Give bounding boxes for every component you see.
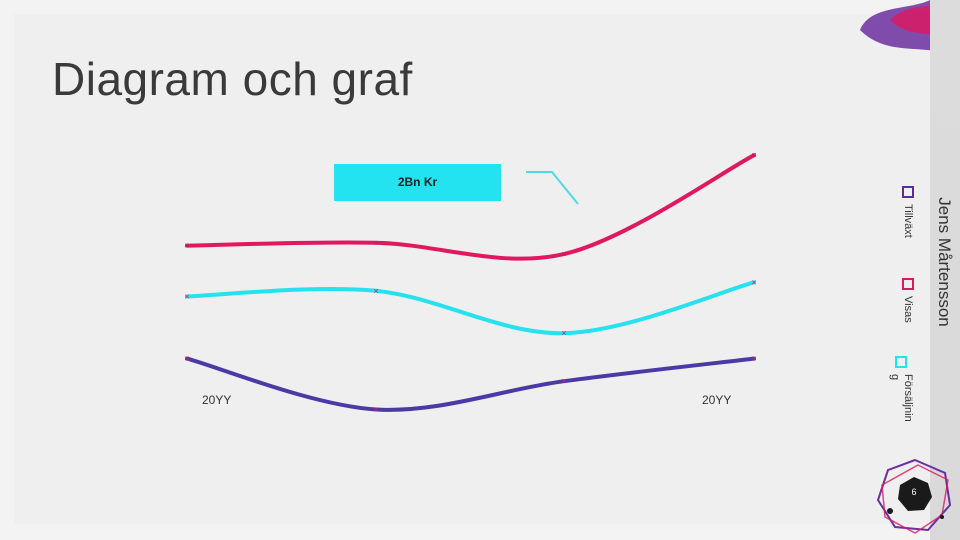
series-line-2 xyxy=(185,280,756,336)
author-name: Jens Mårtensson xyxy=(935,197,954,327)
legend-box-tillvaxt xyxy=(902,186,914,198)
right-sidebar xyxy=(930,0,960,540)
data-point-s3-p3: × xyxy=(561,376,566,386)
callout-connector xyxy=(526,171,579,205)
legend-label-forsaljning: Försäljnin g xyxy=(888,374,914,422)
data-point-s2-p2: × xyxy=(373,286,378,296)
data-point-s1-p1: × xyxy=(184,241,189,251)
callout-box: 2Bn Kr xyxy=(334,164,501,201)
data-point-s1-p3: × xyxy=(561,249,566,259)
slide-title: Diagram och graf xyxy=(52,53,413,105)
data-point-s3-p2: × xyxy=(373,404,378,414)
data-point-s2-p3: × xyxy=(561,328,566,338)
legend-label-forsaljning-line2: g xyxy=(889,374,901,381)
page-number: 6 xyxy=(911,487,917,497)
data-point-s2-p4: × xyxy=(751,277,756,287)
legend-label-forsaljning-line1: Försäljnin xyxy=(902,374,914,422)
x-tick-label-1: 20YY xyxy=(202,393,232,407)
legend-box-visas xyxy=(902,278,914,290)
legend-label-visas: Visas xyxy=(902,296,914,323)
page-badge-decoration xyxy=(876,458,952,534)
legend-item-tillvaxt: Tillväxt xyxy=(902,186,914,238)
x-tick-label-2: 20YY xyxy=(702,393,732,407)
legend-item-forsaljning: Försäljnin g xyxy=(888,356,914,422)
data-point-s3-p4: × xyxy=(751,354,756,364)
data-point-s1-p4: × xyxy=(751,150,756,160)
series-line-3 xyxy=(185,356,756,412)
data-point-s1-p2: × xyxy=(373,238,378,248)
legend-label-tillvaxt: Tillväxt xyxy=(902,204,914,238)
legend-item-visas: Visas xyxy=(902,278,914,323)
content-panel xyxy=(14,14,946,524)
series-line-1 xyxy=(185,153,756,261)
data-point-s3-p1: × xyxy=(184,354,189,364)
data-point-s2-p1: × xyxy=(184,291,189,301)
legend-box-forsaljning xyxy=(895,356,907,368)
